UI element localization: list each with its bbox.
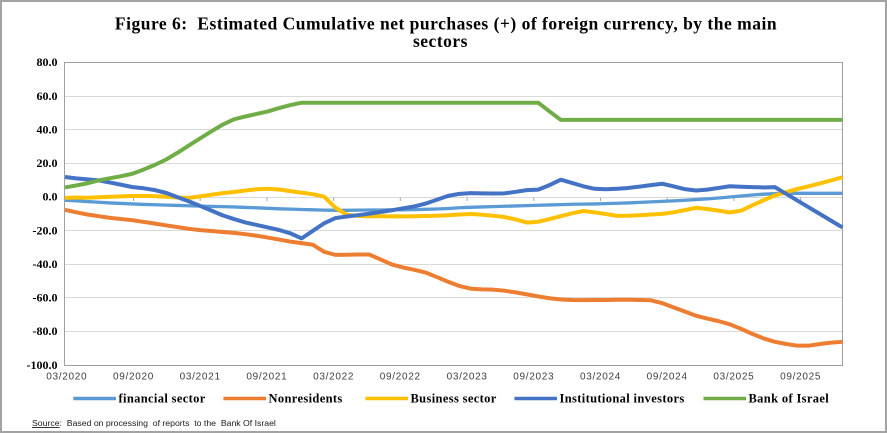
svg-text:Figure 6: Estimated Cumulativ: Figure 6: Estimated Cumulative net purch… (115, 14, 777, 34)
svg-text:03/2023: 03/2023 (447, 372, 488, 383)
svg-text:-80.0: -80.0 (33, 324, 58, 338)
svg-text:60.0: 60.0 (37, 89, 58, 103)
svg-text:Institutional investors: Institutional investors (560, 392, 685, 406)
svg-text:Source: Based on processing: Source: Based on processing of reports t… (32, 418, 276, 428)
svg-text:Nonresidents: Nonresidents (269, 392, 343, 406)
svg-text:-100.0: -100.0 (27, 358, 58, 372)
svg-text:03/2022: 03/2022 (313, 372, 354, 383)
svg-text:0.0: 0.0 (43, 190, 58, 204)
svg-text:-40.0: -40.0 (33, 257, 58, 271)
svg-text:03/2025: 03/2025 (713, 372, 754, 383)
svg-text:80.0: 80.0 (37, 55, 58, 69)
svg-text:09/2024: 09/2024 (647, 372, 688, 383)
svg-text:03/2024: 03/2024 (580, 372, 621, 383)
svg-text:03/2020: 03/2020 (46, 372, 87, 383)
svg-text:Business sector: Business sector (411, 392, 497, 406)
svg-text:40.0: 40.0 (37, 122, 58, 136)
svg-text:09/2023: 09/2023 (513, 372, 554, 383)
svg-text:Bank of Israel: Bank of Israel (749, 392, 830, 406)
svg-text:-60.0: -60.0 (33, 291, 58, 305)
svg-text:financial sector: financial sector (119, 392, 206, 406)
svg-text:09/2020: 09/2020 (113, 372, 154, 383)
svg-text:09/2025: 09/2025 (780, 372, 821, 383)
svg-text:20.0: 20.0 (37, 156, 58, 170)
svg-text:-20.0: -20.0 (33, 223, 58, 237)
svg-text:03/2021: 03/2021 (180, 372, 221, 383)
svg-text:sectors: sectors (413, 31, 468, 51)
svg-text:09/2021: 09/2021 (246, 372, 287, 383)
svg-text:09/2022: 09/2022 (380, 372, 421, 383)
